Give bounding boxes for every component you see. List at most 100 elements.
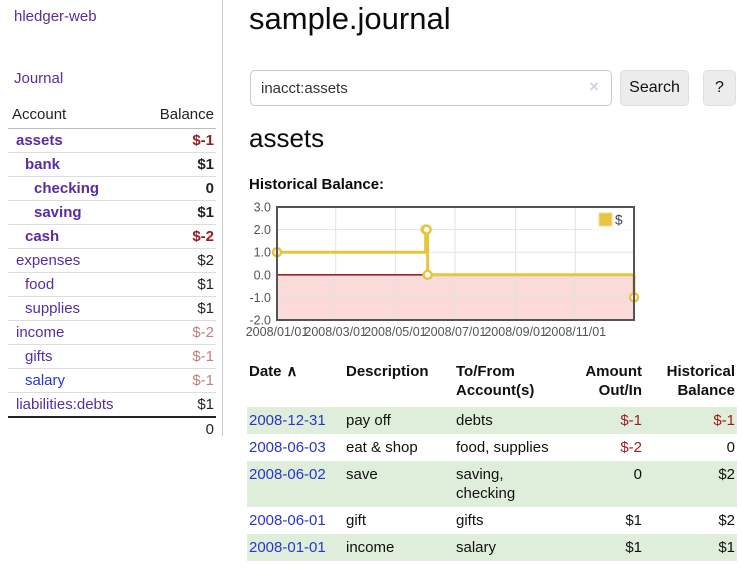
sidebar-item-journal[interactable]: Journal [14,70,64,87]
svg-text:0.0: 0.0 [254,268,271,282]
sort-asc-icon: ∧ [286,363,298,380]
account-row-gifts: gifts $-1 [8,344,216,369]
transaction-balance: $2 [718,512,735,529]
transaction-balance: $-1 [713,412,735,429]
account-row-food: food $1 [8,272,216,297]
account-balance: $1 [142,152,216,177]
transaction-balance: $2 [718,466,735,483]
transaction-description: save [346,466,378,483]
account-link-food[interactable]: food [25,276,55,293]
account-link-gifts[interactable]: gifts [25,348,53,365]
transaction-accounts: gifts [456,512,484,529]
col-amount: Amount Out/In [585,363,642,399]
historical-balance-chart: 3.0 2.0 1.0 0.0 -1.0 -2.02008/01/012008/03/01… [246,201,640,339]
account-balance: 0 [142,176,216,201]
legend-label: $ [615,213,623,228]
account-row-salary: salary $-1 [8,368,216,393]
register-row: 2008-06-03 eat & shop food, supplies $-2… [247,434,737,461]
account-link-expenses[interactable]: expenses [16,252,81,269]
register-header: Date ∧ Description To/From Account(s) Amo… [247,360,737,407]
accounts-header-account: Account [8,102,143,129]
transaction-amount: $1 [625,512,642,529]
transaction-balance: $1 [718,539,735,556]
account-link-income[interactable]: income [16,324,65,341]
account-balance: $-1 [142,128,216,153]
register-row: 2008-06-01 gift gifts $1 $2 [247,507,737,534]
transaction-date-link[interactable]: 2008-06-03 [249,439,326,456]
account-balance: $2 [142,248,216,273]
account-link-saving[interactable]: saving [34,204,82,221]
transaction-description: eat & shop [346,439,418,456]
col-date[interactable]: Date ∧ [249,363,298,380]
svg-text:-2.0: -2.0 [249,314,271,328]
account-row-saving: saving $1 [8,200,216,225]
account-row-cash: cash $-2 [8,224,216,249]
accounts-table: Account Balance assets $-1 bank $1 check… [8,102,216,441]
col-description: Description [346,363,429,380]
account-row-assets: assets $-1 [8,128,216,153]
account-link-liabilities-debts[interactable]: liabilities:debts [16,396,114,413]
svg-text:3.0: 3.0 [254,201,271,215]
transaction-description: gift [346,512,367,529]
transaction-date-link[interactable]: 2008-06-02 [249,466,326,483]
transaction-accounts: saving, checking [456,466,516,502]
col-accounts: To/From Account(s) [456,363,535,399]
help-button[interactable]: ? [703,70,736,106]
transaction-amount: $-2 [620,439,642,456]
account-link-salary[interactable]: salary [25,372,66,389]
svg-text:-1.0: -1.0 [249,291,271,305]
transaction-accounts: food, supplies [456,439,549,456]
transaction-description: pay off [346,412,391,429]
transaction-amount: 0 [633,466,642,483]
accounts-header-balance: Balance [142,102,216,129]
account-link-supplies[interactable]: supplies [25,300,81,317]
account-link-cash[interactable]: cash [25,228,60,245]
account-balance: $-2 [142,224,216,249]
accounts-total-row: 0 [8,416,216,441]
svg-text:1.0: 1.0 [254,246,271,260]
account-balance: $1 [142,392,216,418]
transaction-amount: $1 [625,539,642,556]
transaction-accounts: debts [456,412,493,429]
account-balance: $-1 [142,368,216,393]
account-heading: assets [249,123,325,153]
svg-text:2008/03/01: 2008/03/01 [304,325,367,339]
account-link-checking[interactable]: checking [34,180,100,197]
svg-text:2008/01/01: 2008/01/01 [246,325,309,339]
accounts-total-value: 0 [142,416,216,441]
account-row-expenses: expenses $2 [8,248,216,273]
brand-link[interactable]: hledger-web [14,8,97,25]
transaction-balance: 0 [726,439,735,456]
account-row-checking: checking 0 [8,176,216,201]
accounts-table-header: Account Balance [8,102,216,129]
transaction-date-link[interactable]: 2008-01-01 [249,539,326,556]
account-link-bank[interactable]: bank [25,156,61,173]
account-balance: $1 [142,296,216,321]
svg-text:2008/11/01: 2008/11/01 [544,325,606,339]
transaction-date-link[interactable]: 2008-12-31 [249,412,326,429]
svg-text:2008/07/01: 2008/07/01 [424,325,487,339]
account-link-assets[interactable]: assets [16,132,63,149]
clear-search-icon[interactable]: × [589,77,599,96]
sidebar: hledger-web Journal Account Balance asse… [0,0,223,441]
account-balance: $-1 [142,344,216,369]
account-row-supplies: supplies $1 [8,296,216,321]
account-row-liabilities-debts: liabilities:debts $1 [8,392,216,418]
svg-text:2.0: 2.0 [254,223,271,237]
page-title: sample.journal [249,1,451,36]
account-balance: $-2 [142,320,216,345]
register-table: Date ∧ Description To/From Account(s) Amo… [247,360,737,561]
transaction-description: income [346,539,395,556]
account-balance: $1 [142,200,216,225]
svg-text:2008/05/01: 2008/05/01 [364,325,427,339]
transaction-accounts: salary [456,539,497,556]
transaction-date-link[interactable]: 2008-06-01 [249,512,326,529]
transaction-amount: $-1 [620,412,642,429]
search-input[interactable] [250,70,612,106]
svg-text:2008/09/01: 2008/09/01 [484,325,547,339]
register-row: 2008-06-02 save saving, checking 0 $2 [247,461,737,507]
search-button[interactable]: Search [620,70,689,106]
chart-heading: Historical Balance: [249,176,385,193]
account-row-income: income $-2 [8,320,216,345]
register-row: 2008-01-01 income salary $1 $1 [247,534,737,561]
